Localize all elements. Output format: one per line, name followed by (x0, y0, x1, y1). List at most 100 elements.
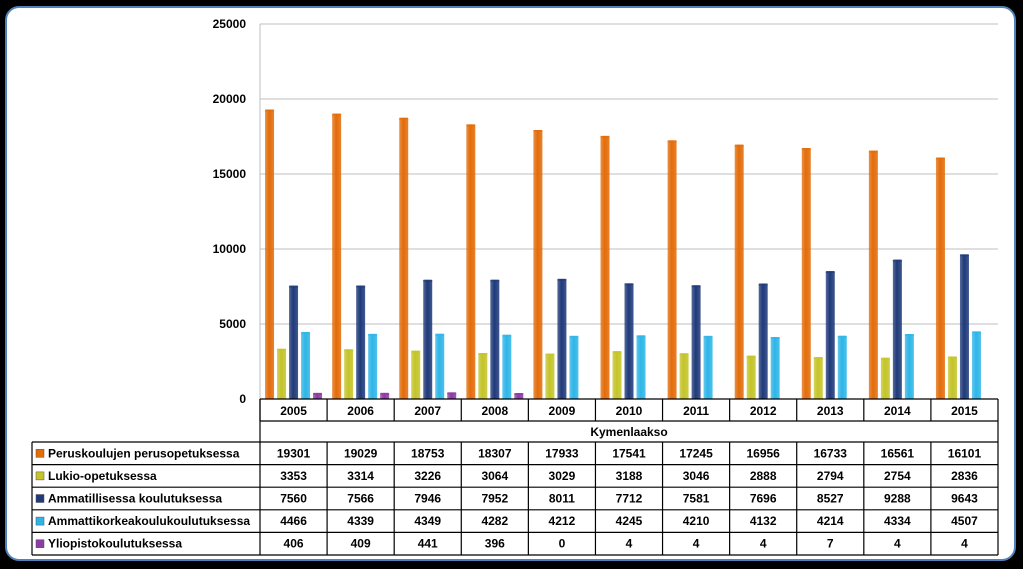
bar (691, 285, 701, 399)
bar-cap (399, 117, 409, 120)
bar (423, 279, 433, 399)
data-label: 396 (485, 537, 505, 551)
bar-cap (971, 331, 981, 334)
bar (904, 333, 914, 399)
data-label: 3226 (414, 469, 441, 483)
bar (758, 283, 768, 399)
x-tick-label: 2014 (884, 404, 911, 418)
bar-cap (411, 350, 421, 353)
bar (344, 349, 354, 399)
x-tick-label: 2009 (549, 404, 576, 418)
bar-cap (703, 335, 713, 338)
bar (332, 113, 342, 399)
chart: 0 5000 10000 15000 20000 25000 2005 2006 2007 200… (31, 17, 999, 556)
bar-cap (380, 392, 390, 395)
bar-cap (892, 259, 902, 262)
data-label: 3353 (280, 469, 307, 483)
bar-cap (691, 285, 701, 288)
bar (478, 353, 488, 399)
bar (679, 353, 689, 399)
bar (356, 285, 366, 399)
bar (399, 117, 409, 399)
x-tick-label: 2008 (481, 404, 508, 418)
bar (703, 335, 713, 399)
bar-cap (904, 333, 914, 336)
data-label: 0 (559, 537, 566, 551)
legend-label: Peruskoulujen perusopetuksessa (48, 446, 240, 460)
data-label: 4132 (750, 514, 777, 528)
group-label: Kymenlaakso (590, 425, 667, 439)
data-label: 2794 (817, 469, 844, 483)
bar (636, 335, 646, 399)
bar (265, 109, 275, 400)
data-label: 18753 (411, 446, 445, 460)
bar-cap (265, 109, 275, 112)
legend-label: Ammattikorkeakoulukoulutuksessa (48, 514, 250, 528)
bar-cap (837, 335, 847, 338)
bar-cap (447, 392, 457, 395)
bar (837, 335, 847, 399)
bar-cap (368, 333, 378, 336)
bar-cap (332, 113, 342, 116)
bar-cap (313, 392, 323, 395)
legend-key (35, 471, 45, 481)
bar-cap (746, 355, 756, 358)
data-label: 3314 (347, 469, 374, 483)
bar-cap (868, 150, 878, 153)
bar (612, 351, 622, 399)
bar-cap (301, 332, 311, 335)
bar-cap (466, 124, 476, 127)
x-tick-label: 2010 (616, 404, 643, 418)
data-label: 8011 (549, 492, 575, 506)
y-tick-label: 10000 (213, 242, 247, 256)
data-label: 4 (760, 537, 767, 551)
data-label: 4212 (549, 514, 576, 528)
data-label: 7952 (481, 492, 508, 506)
data-label: 4214 (817, 514, 844, 528)
data-label: 17933 (545, 446, 579, 460)
bar (667, 140, 677, 399)
data-label: 4 (961, 537, 968, 551)
bar-cap (289, 285, 299, 288)
bar (533, 130, 543, 399)
bar-cap (533, 130, 543, 133)
bar-cap (545, 353, 555, 356)
bar-cap (490, 279, 500, 282)
y-tick-label: 0 (239, 392, 246, 406)
bar-cap (435, 333, 445, 336)
bar (959, 254, 969, 399)
bar (545, 353, 555, 399)
bar (734, 144, 744, 399)
data-label: 16101 (948, 446, 982, 460)
bar-cap (569, 335, 579, 338)
legend-key (35, 449, 45, 458)
x-tick-label: 2007 (414, 404, 441, 418)
data-label: 4282 (481, 514, 508, 528)
data-label: 19301 (277, 446, 311, 460)
bar-cap (813, 357, 823, 360)
bar (569, 335, 579, 399)
data-label: 2836 (951, 469, 978, 483)
data-label: 4466 (280, 514, 307, 528)
data-label: 4 (693, 537, 700, 551)
bar (490, 279, 500, 399)
data-label: 7560 (280, 492, 307, 506)
data-label: 406 (284, 537, 304, 551)
data-label: 4507 (951, 514, 978, 528)
data-label: 9643 (951, 492, 978, 506)
data-label: 441 (418, 537, 438, 551)
bar (368, 333, 378, 399)
bar-cap (636, 335, 646, 338)
data-label: 3046 (683, 469, 710, 483)
bar (411, 350, 421, 399)
data-label: 7566 (347, 492, 374, 506)
bar (880, 357, 890, 399)
data-label: 3188 (616, 469, 643, 483)
bar-cap (947, 356, 957, 359)
bar-cap (734, 144, 744, 147)
bar (624, 283, 634, 399)
x-tick-label: 2012 (750, 404, 777, 418)
bar (935, 157, 945, 399)
data-label: 4349 (414, 514, 441, 528)
x-tick-label: 2005 (280, 404, 307, 418)
